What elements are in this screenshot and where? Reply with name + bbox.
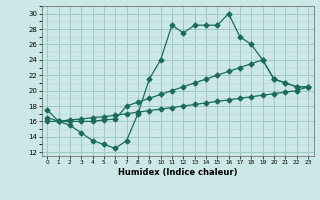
X-axis label: Humidex (Indice chaleur): Humidex (Indice chaleur) bbox=[118, 168, 237, 177]
